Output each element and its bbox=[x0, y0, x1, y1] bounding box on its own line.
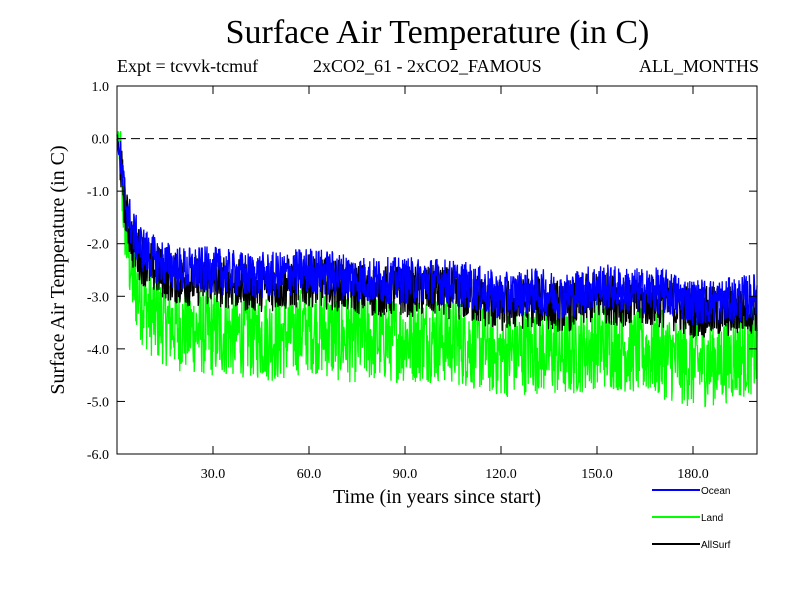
legend-label-land: Land bbox=[701, 513, 723, 524]
x-tick-label: 30.0 bbox=[201, 467, 226, 482]
months-label: ALL_MONTHS bbox=[639, 56, 759, 76]
y-axis-label: Surface Air Temperature (in C) bbox=[47, 145, 69, 394]
expt-label: Expt = tcvvk-tcmuf bbox=[117, 56, 259, 76]
legend: Ocean Land AllSurf bbox=[652, 486, 731, 551]
y-tick-label: 0.0 bbox=[92, 133, 110, 148]
y-tick-label: -6.0 bbox=[87, 448, 109, 463]
comparison-label: 2xCO2_61 - 2xCO2_FAMOUS bbox=[313, 56, 542, 76]
legend-label-allsurf: AllSurf bbox=[701, 540, 731, 551]
y-tick-label: -1.0 bbox=[87, 185, 109, 200]
chart-title: Surface Air Temperature (in C) bbox=[225, 14, 650, 51]
x-tick-label: 120.0 bbox=[485, 467, 517, 482]
y-tick-label: -4.0 bbox=[87, 343, 109, 358]
y-tick-label: -2.0 bbox=[87, 238, 109, 253]
x-tick-label: 150.0 bbox=[581, 467, 613, 482]
x-tick-label: 90.0 bbox=[393, 467, 418, 482]
legend-label-ocean: Ocean bbox=[701, 486, 730, 497]
ticks-layer: 1.0 0.0 -1.0 -2.0 -3.0 -4.0 -5.0 -6.0 30.0 60.0 90… bbox=[87, 80, 757, 482]
series-line-allsurf bbox=[116, 139, 758, 339]
series-line-ocean bbox=[116, 134, 758, 326]
x-tick-label: 60.0 bbox=[297, 467, 322, 482]
x-axis-label: Time (in years since start) bbox=[333, 486, 541, 508]
series-line-land bbox=[116, 130, 758, 408]
plot-frame bbox=[116, 85, 758, 455]
y-tick-label: -3.0 bbox=[87, 290, 109, 305]
series-layer bbox=[116, 130, 758, 408]
y-tick-label: -5.0 bbox=[87, 395, 109, 410]
y-tick-label: 1.0 bbox=[92, 80, 110, 95]
x-tick-label: 180.0 bbox=[677, 467, 709, 482]
